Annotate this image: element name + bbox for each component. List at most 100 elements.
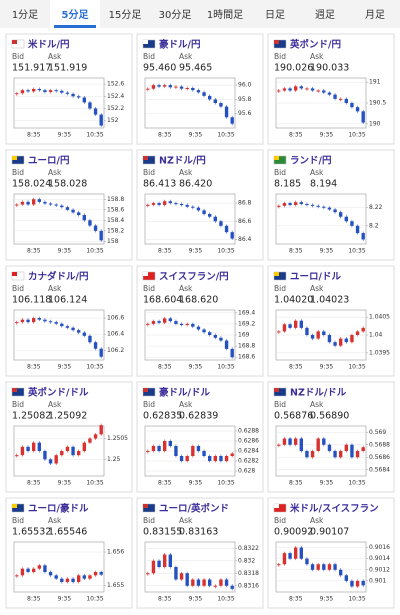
candle [282,324,287,332]
tab[interactable]: 15分足 [109,9,142,21]
candle [230,348,234,358]
candle [163,318,167,323]
pair-title[interactable]: スイスフラン/円 [159,272,229,283]
pair-title[interactable]: ユーロ/ドル [290,272,341,283]
x-tick-label: 9:35 [320,248,334,255]
candle [15,322,19,324]
pair-title[interactable]: ランド/円 [290,156,331,167]
bid-value: 1.25082 [12,411,51,422]
pair-title[interactable]: ユーロ/円 [28,156,69,167]
ask-value: 0.56890 [310,411,349,422]
candle [196,579,201,586]
pair-title[interactable]: 豪ドル/円 [159,39,200,51]
pair-title[interactable]: 米ドル/円 [27,39,69,51]
tab[interactable]: 1時間足 [207,9,243,21]
ask-label: Ask [48,52,62,61]
y-tick-label: 8.2 [369,222,379,229]
x-tick-label: 9:35 [320,132,334,139]
candle [32,568,36,572]
candle [288,324,292,328]
candle [339,338,343,346]
candle [310,335,315,339]
candle [196,90,201,93]
pair-title[interactable]: ユーロ/豪ドル [28,503,89,515]
y-tick-label: 0.8318 [238,570,259,577]
x-tick-label: 8:35 [158,480,172,487]
candle [277,444,281,446]
tab[interactable]: 30分足 [159,9,192,21]
x-tick-label: 8:35 [158,132,172,139]
x-tick-label: 9:35 [58,364,72,371]
tab[interactable]: 1分足 [12,9,38,21]
x-tick-label: 10:35 [217,132,234,139]
candle [327,207,332,210]
candle [43,201,47,204]
bid-value: 1.04020 [274,295,313,306]
tab[interactable]: 週足 [315,9,335,21]
plot-area [275,193,367,245]
y-tick-label: 168.6 [238,354,255,361]
x-tick-label: 10:35 [348,248,365,255]
pair-title[interactable]: 米ドル/スイスフラン [289,503,379,515]
y-tick-label: 1.656 [107,549,124,556]
ask-label: Ask [310,168,324,177]
candle [77,451,81,456]
candle [54,204,58,206]
bid-value: 86.413 [143,179,176,190]
candle [174,86,178,88]
x-tick-label: 10:35 [348,596,365,603]
candle [174,567,178,580]
ask-value: 0.62839 [179,411,218,422]
candle [60,578,64,582]
ask-value: 106.124 [48,295,87,306]
candle [213,456,217,461]
bid-value: 95.460 [143,63,176,74]
x-tick-label: 9:35 [58,248,72,255]
candle [37,565,41,569]
pair-title[interactable]: カナダドル/円 [28,271,88,283]
x-tick-label: 9:35 [189,596,203,603]
candle [146,323,150,325]
y-tick-label: 0.569 [369,429,386,436]
pair-title[interactable]: 英ポンド/ドル [28,387,89,399]
x-tick-label: 8:35 [289,248,303,255]
candle [339,451,343,458]
flag [12,272,17,276]
candle [316,205,320,207]
candle [224,579,229,586]
pair-title[interactable]: 英ポンド/円 [290,39,341,51]
candle [54,455,58,464]
candle [71,446,75,456]
candle [60,323,64,327]
candle [310,564,315,570]
tab[interactable]: 月足 [365,9,385,21]
y-tick-label: 96.0 [238,82,252,89]
candle [88,220,92,226]
tab[interactable]: 日足 [265,9,285,21]
candle [185,456,189,461]
candle [344,216,348,222]
bid-value: 0.62835 [143,411,182,422]
bid-value: 158.024 [12,179,51,190]
pair-title[interactable]: NZドル/円 [159,156,206,167]
y-tick-label: 0.9012 [369,566,390,573]
y-tick-label: 190 [369,120,381,127]
ask-label: Ask [310,52,324,61]
candle [32,199,36,205]
pair-title[interactable]: 豪ドル/ドル [159,387,210,399]
pair-title[interactable]: ユーロ/英ポンド [159,503,229,515]
ask-label: Ask [310,516,324,525]
candle [26,90,30,92]
candle [219,337,223,341]
x-tick-label: 8:35 [27,248,41,255]
y-tick-label: 0.832 [238,557,255,564]
candle [327,92,332,95]
candle [163,554,167,567]
bid-label: Bid [12,52,24,61]
candle [65,207,70,210]
candle [99,425,103,435]
candle [151,85,156,89]
candle [43,319,47,322]
tab[interactable]: 5分足 [62,8,90,21]
pair-title[interactable]: NZドル/ドル [290,388,347,399]
